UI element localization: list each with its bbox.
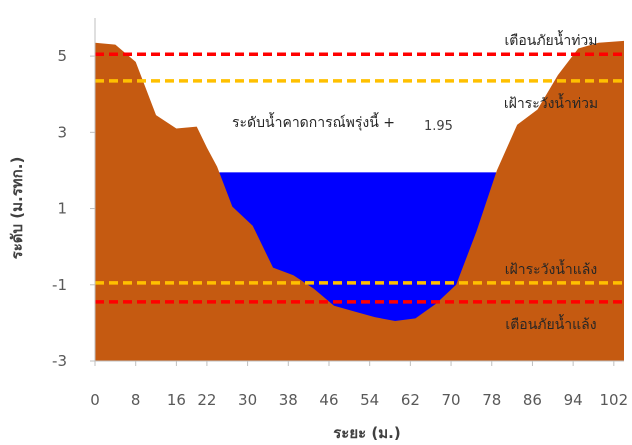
x-tick-label: 86 bbox=[523, 391, 542, 409]
x-tick-label: 54 bbox=[360, 391, 379, 409]
reference-labels: เตือนภัยน้ำท่วมเฝ้าระวังน้ำท่วมเฝ้าระวัง… bbox=[504, 30, 598, 333]
reference-label: เฝ้าระวังน้ำแล้ง bbox=[505, 259, 597, 278]
chart-texts: ระดับน้ำคาดการณ์พรุ่งนี้ + 1.95 ระยะ (ม.… bbox=[8, 112, 453, 442]
terrain-area bbox=[95, 40, 624, 361]
x-tick-label: 62 bbox=[401, 391, 420, 409]
x-tick-label: 22 bbox=[197, 391, 216, 409]
reference-label: เตือนภัยน้ำแล้ง bbox=[505, 314, 596, 333]
y-axis-title: ระดับ (ม.รทก.) bbox=[8, 157, 26, 260]
forecast-value: 1.95 bbox=[424, 119, 453, 134]
axes: 5 3 1 -1 -3 0 8 16 22 30 38 46 54 62 70 78 86 94 102 bbox=[52, 18, 628, 409]
reference-label: เตือนภัยน้ำท่วม bbox=[504, 30, 597, 49]
x-tick-label: 8 bbox=[131, 391, 141, 409]
y-tick-label: -1 bbox=[52, 276, 67, 294]
x-tick-label: 94 bbox=[564, 391, 583, 409]
reference-label: เฝ้าระวังน้ำท่วม bbox=[504, 93, 598, 112]
forecast-annotation: ระดับน้ำคาดการณ์พรุ่งนี้ + bbox=[232, 112, 395, 131]
plot-area bbox=[95, 40, 624, 361]
y-tick-label: 5 bbox=[57, 47, 67, 65]
y-tick-label: -3 bbox=[52, 352, 67, 370]
reference-lines bbox=[95, 52, 624, 304]
x-tick-label: 102 bbox=[600, 391, 629, 409]
y-tick-label: 1 bbox=[57, 200, 67, 218]
x-tick-label: 38 bbox=[279, 391, 298, 409]
x-tick-label: 30 bbox=[238, 391, 257, 409]
x-tick-label: 70 bbox=[442, 391, 461, 409]
x-tick-label: 46 bbox=[319, 391, 338, 409]
y-tick-label: 3 bbox=[57, 123, 67, 141]
x-tick-label: 78 bbox=[482, 391, 501, 409]
x-axis-title: ระยะ (ม.) bbox=[333, 424, 400, 442]
x-tick-label: 0 bbox=[90, 391, 100, 409]
x-tick-label: 16 bbox=[167, 391, 186, 409]
